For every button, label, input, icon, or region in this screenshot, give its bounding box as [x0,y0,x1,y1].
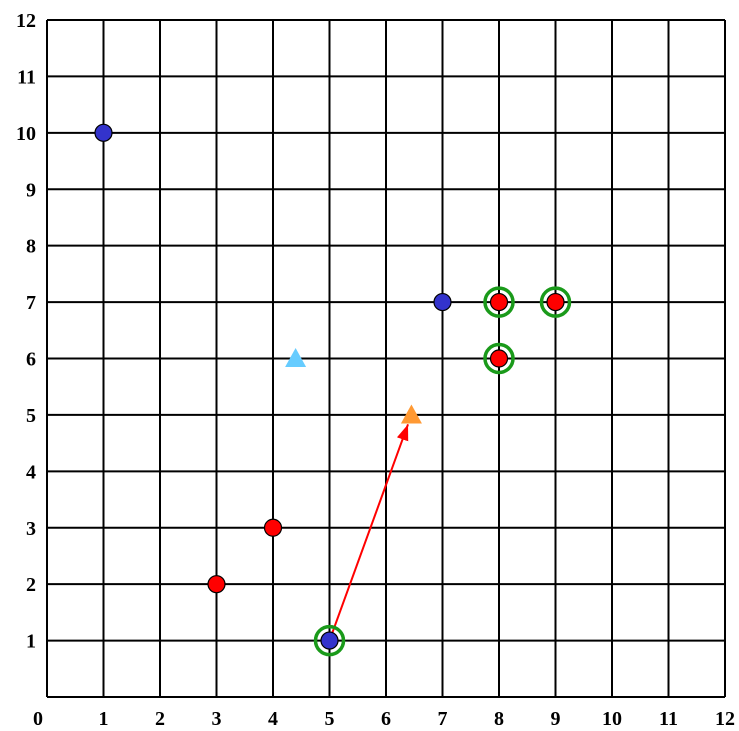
data-point-triangle [400,404,422,424]
x-tick-label: 10 [602,708,622,730]
x-tick-label: 4 [268,708,278,730]
data-point [94,123,113,142]
grid [46,19,726,698]
y-tick-label: 7 [26,292,36,314]
y-tick-label: 10 [16,123,36,145]
y-tick-label: 6 [26,349,36,371]
data-point [546,292,565,312]
x-tick-label: 8 [494,708,504,730]
data-point [433,292,452,312]
x-tick-label: 11 [659,708,678,730]
x-tick-label: 3 [212,708,222,730]
y-tick-label: 4 [26,461,36,483]
data-points [94,123,565,650]
x-tick-label: 7 [438,708,448,730]
arrows [328,423,409,641]
y-tick-label: 5 [26,405,36,427]
highlight-ring [483,286,515,318]
y-tick-label: 11 [17,66,36,88]
x-tick-label: 12 [715,708,735,730]
x-tick-label: 5 [325,708,335,730]
data-point [489,292,509,312]
highlight-ring [483,342,515,375]
y-tick-label: 9 [26,179,36,201]
data-point [320,631,339,650]
y-tick-label: 2 [26,574,36,596]
highlight-ring [313,624,346,657]
x-tick-label: 6 [381,708,391,730]
y-tick-label: 8 [26,236,36,258]
y-tick-label: 1 [26,631,36,653]
x-tick-label: 9 [551,708,561,730]
x-tick-label: 2 [155,708,165,730]
arrow-line [328,423,409,641]
data-point-triangle [285,348,307,368]
y-tick-label: 12 [16,10,36,32]
highlight-ring [539,286,572,318]
data-point [207,575,226,594]
data-point [263,518,283,537]
x-tick-label: 0 [33,708,43,730]
highlight-rings [313,286,572,657]
x-tick-label: 1 [99,708,109,730]
data-point [489,349,509,368]
y-tick-label: 3 [26,518,36,540]
